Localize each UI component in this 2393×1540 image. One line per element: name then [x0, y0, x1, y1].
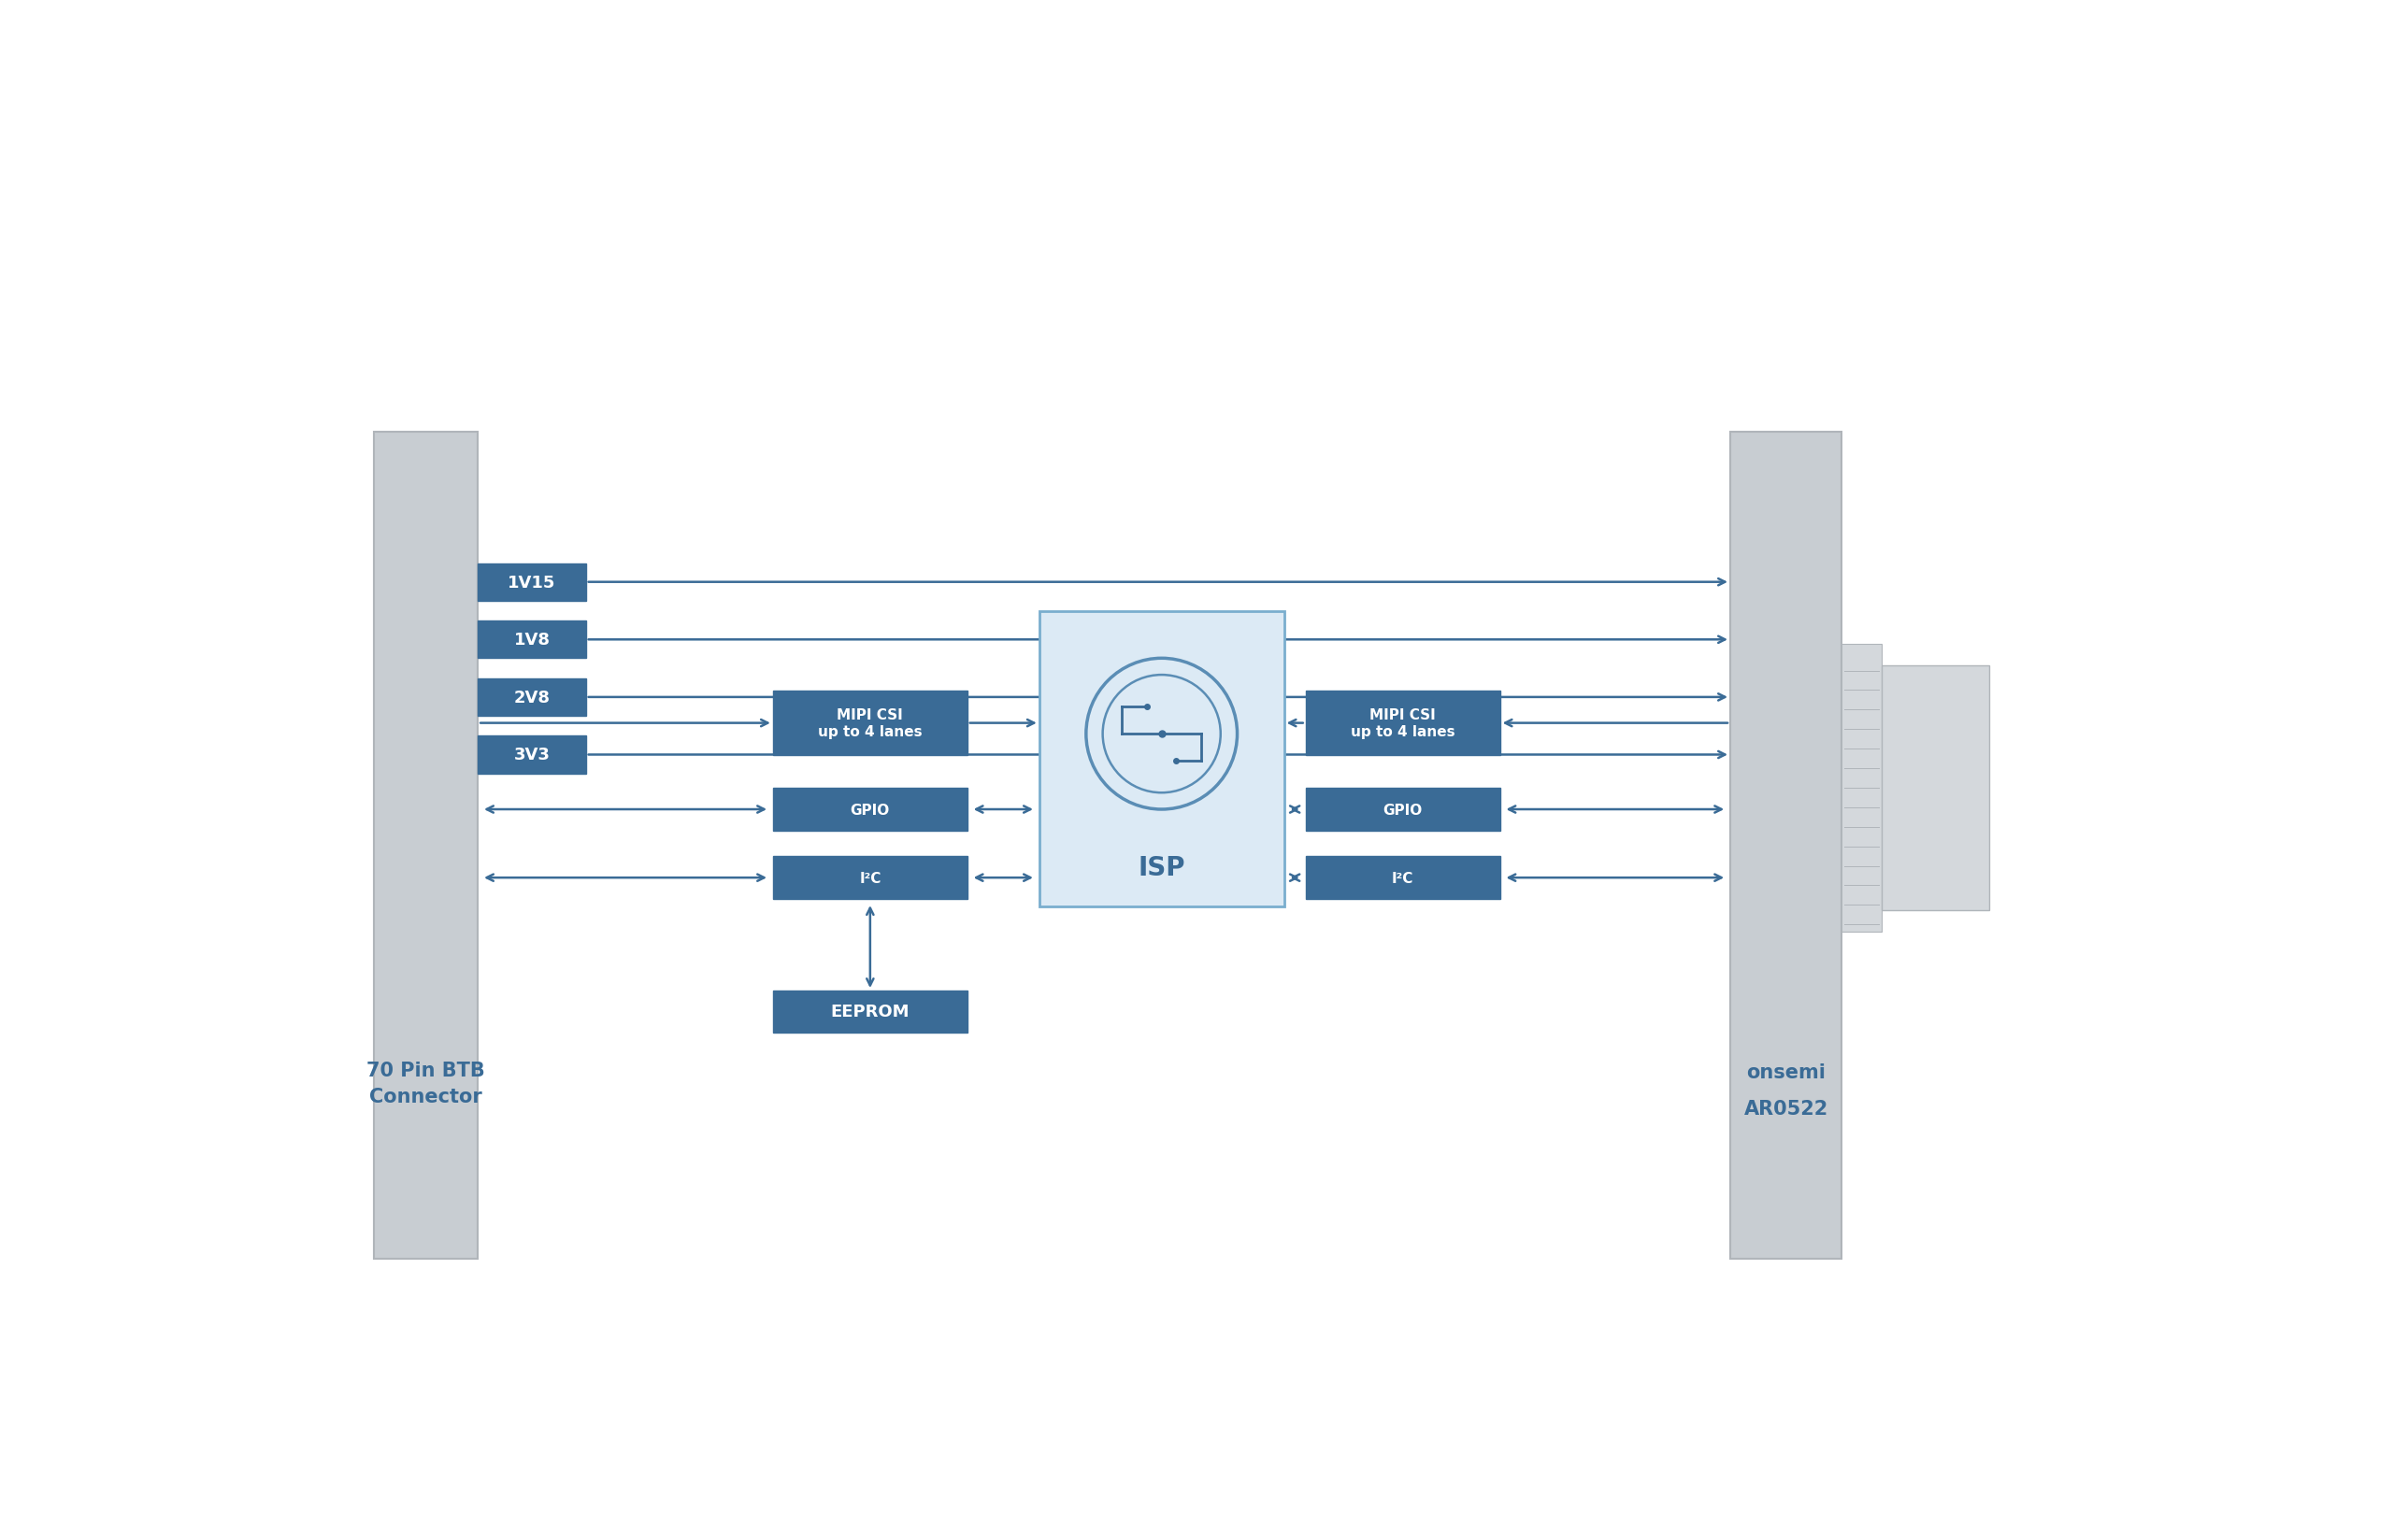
Text: 1V15: 1V15: [507, 574, 555, 591]
Text: MIPI CSI
up to 4 lanes: MIPI CSI up to 4 lanes: [1350, 708, 1455, 739]
Text: ISP: ISP: [1139, 855, 1185, 881]
Text: 1V8: 1V8: [514, 631, 550, 648]
FancyBboxPatch shape: [773, 990, 967, 1033]
Text: I²C: I²C: [859, 872, 881, 885]
Text: 3V3: 3V3: [514, 747, 550, 764]
FancyBboxPatch shape: [479, 564, 586, 601]
FancyBboxPatch shape: [479, 621, 586, 659]
FancyBboxPatch shape: [1730, 433, 1843, 1260]
Text: GPIO: GPIO: [1383, 802, 1421, 816]
Text: 2V8: 2V8: [514, 688, 550, 705]
FancyBboxPatch shape: [773, 788, 967, 832]
Text: I²C: I²C: [1393, 872, 1414, 885]
FancyBboxPatch shape: [773, 856, 967, 899]
FancyBboxPatch shape: [1307, 691, 1500, 756]
FancyBboxPatch shape: [479, 679, 586, 716]
FancyBboxPatch shape: [1307, 788, 1500, 832]
Text: 70 Pin BTB
Connector: 70 Pin BTB Connector: [366, 1061, 486, 1106]
FancyBboxPatch shape: [1039, 611, 1285, 907]
FancyBboxPatch shape: [1843, 644, 1881, 932]
Text: MIPI CSI
up to 4 lanes: MIPI CSI up to 4 lanes: [818, 708, 921, 739]
FancyBboxPatch shape: [479, 736, 586, 773]
Text: GPIO: GPIO: [850, 802, 890, 816]
FancyBboxPatch shape: [373, 433, 479, 1260]
FancyBboxPatch shape: [1881, 665, 1989, 910]
Text: onsemi: onsemi: [1747, 1063, 1826, 1081]
FancyBboxPatch shape: [773, 691, 967, 756]
Text: AR0522: AR0522: [1744, 1098, 1828, 1118]
FancyBboxPatch shape: [1307, 856, 1500, 899]
Text: EEPROM: EEPROM: [830, 1004, 909, 1019]
